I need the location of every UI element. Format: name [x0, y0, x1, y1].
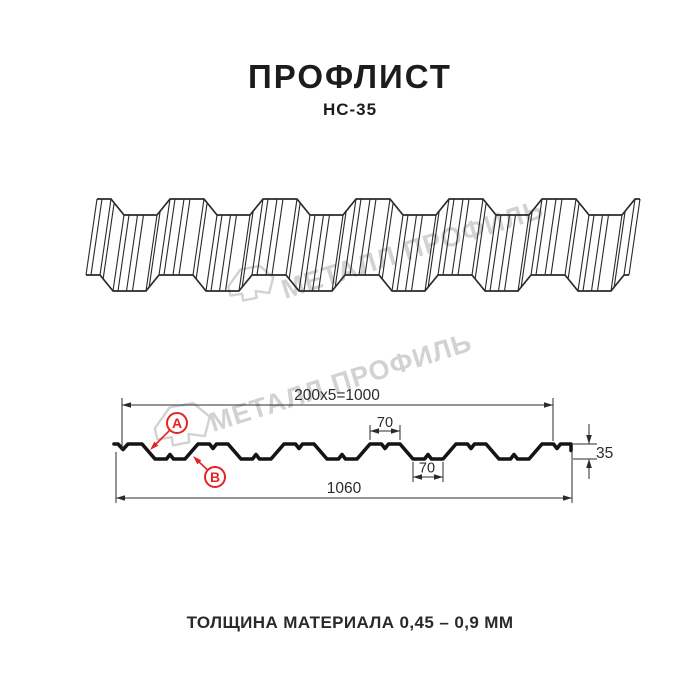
dim-overall-width: 1060: [327, 480, 362, 497]
callout-arrows: [150, 412, 226, 488]
callout-b-label: B: [210, 469, 220, 485]
material-thickness-note: ТОЛЩИНА МАТЕРИАЛА 0,45 – 0,9 ММ: [186, 613, 514, 632]
profile-model-label: НС-35: [322, 100, 378, 119]
dim-profile-height: 35: [596, 445, 613, 462]
callout-a-label: A: [172, 415, 182, 431]
dim-rib-bottom-width: 70: [419, 461, 435, 477]
profile-3d-and-section-drawing: [85, 198, 641, 503]
dim-rib-top-width: 70: [377, 415, 393, 431]
page-title: ПРОФЛИСТ: [248, 58, 452, 95]
dim-cover-width: 200x5=1000: [294, 387, 380, 404]
watermark-text: МЕТАЛЛ ПРОФИЛЬ: [206, 327, 476, 438]
